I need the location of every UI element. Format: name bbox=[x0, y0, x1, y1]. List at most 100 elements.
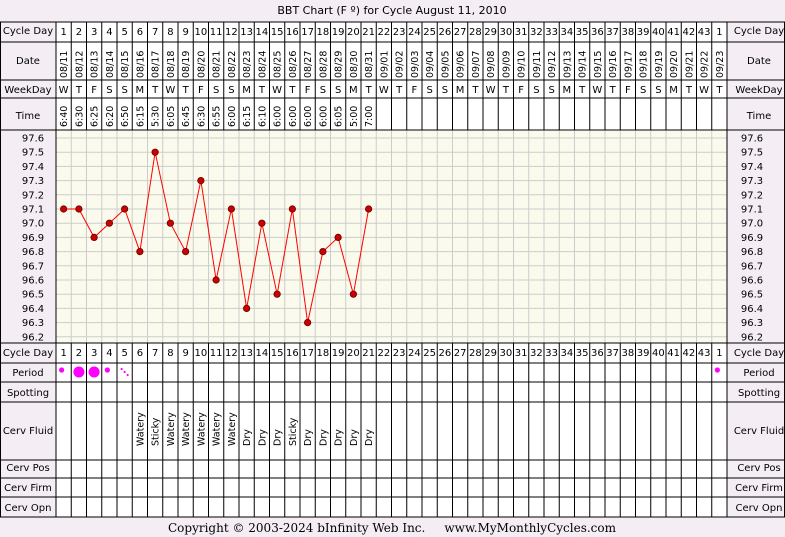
row-labels-left: Cycle Day Date WeekDay Time Cycle Day Pe… bbox=[3, 26, 53, 514]
label-period: Period bbox=[12, 368, 43, 379]
date-cell: 08/11 bbox=[59, 51, 70, 78]
cycle-day-cell: 7 bbox=[152, 348, 158, 359]
cycle-day-cell: 12 bbox=[225, 27, 238, 38]
cerv-fluid-cell: Dry bbox=[303, 429, 314, 446]
copyright-footer: Copyright © 2003-2024 bInfinity Web Inc.… bbox=[168, 521, 617, 535]
cerv-fluid-cell: Dry bbox=[273, 429, 284, 446]
cycle-day-cell: 24 bbox=[408, 27, 421, 38]
weekday-cell: T bbox=[578, 85, 586, 96]
label-cerv-fluid: Cerv Fluid bbox=[3, 426, 53, 437]
time-cell: 6:30 bbox=[74, 106, 85, 127]
weekday-cell: S bbox=[213, 85, 219, 96]
date-cell: 09/02 bbox=[395, 51, 406, 78]
cycle-day-cell: 14 bbox=[256, 27, 269, 38]
time-cell: 6:05 bbox=[166, 106, 177, 127]
cycle-day-cell: 27 bbox=[454, 348, 467, 359]
date-cell: 09/06 bbox=[456, 51, 467, 78]
cycle-day-cell: 6 bbox=[137, 27, 143, 38]
cerv-fluid-cell: Dry bbox=[257, 429, 268, 446]
time-cell: 6:45 bbox=[181, 106, 192, 127]
label-weekday-right: WeekDay bbox=[735, 85, 782, 96]
temperature-point bbox=[365, 205, 373, 213]
cycle-day-cell: 19 bbox=[332, 27, 345, 38]
weekday-cell: T bbox=[182, 85, 190, 96]
cycle-day-cell: 15 bbox=[271, 348, 284, 359]
y-tick-label-left: 97.3 bbox=[22, 176, 44, 187]
label-cerv-firm: Cerv Firm bbox=[4, 483, 52, 494]
y-tick-label-left: 96.9 bbox=[22, 233, 44, 244]
date-cell: 09/13 bbox=[562, 51, 573, 78]
y-tick-label-right: 97.2 bbox=[741, 190, 763, 201]
temperature-point bbox=[349, 290, 357, 298]
temperature-point bbox=[166, 219, 174, 227]
weekday-cell: T bbox=[75, 85, 83, 96]
time-cell: 6:20 bbox=[105, 106, 116, 127]
date-cell: 08/15 bbox=[120, 51, 131, 78]
date-cell: 09/09 bbox=[501, 51, 512, 78]
cerv-fluid-cell: Watery bbox=[166, 412, 177, 446]
cycle-day-cell: 27 bbox=[454, 27, 467, 38]
date-cell: 09/12 bbox=[547, 51, 558, 78]
weekday-cell: T bbox=[685, 85, 693, 96]
temperature-point bbox=[75, 205, 83, 213]
cerv-fluid-cell: Dry bbox=[242, 429, 253, 446]
cycle-day-cell: 4 bbox=[106, 348, 112, 359]
date-cell: 08/31 bbox=[364, 51, 375, 78]
time-cell: 6:10 bbox=[257, 106, 268, 127]
date-cell: 08/12 bbox=[74, 51, 85, 78]
cycle-day-cell: 9 bbox=[182, 348, 188, 359]
cycle-day-cell: 37 bbox=[606, 348, 619, 359]
date-cell: 09/08 bbox=[486, 51, 497, 78]
cerv-fluid-cell: Watery bbox=[181, 412, 192, 446]
cycle-day-cell: 33 bbox=[545, 27, 558, 38]
y-tick-label-left: 96.7 bbox=[22, 261, 44, 272]
date-cell: 09/21 bbox=[684, 51, 695, 78]
label-date-right: Date bbox=[747, 56, 771, 67]
weekday-cell: M bbox=[669, 85, 678, 96]
cerv-fluid-cell: Sticky bbox=[151, 417, 162, 446]
label-cerv-opn: Cerv Opn bbox=[5, 503, 52, 514]
cycle-day-cell: 26 bbox=[439, 348, 452, 359]
cycle-day-cell: 32 bbox=[530, 27, 543, 38]
temperature-point bbox=[288, 205, 296, 213]
label-cerv-opn-right: Cerv Opn bbox=[736, 503, 783, 514]
y-tick-label-right: 97.0 bbox=[741, 219, 763, 230]
cycle-day-cell: 42 bbox=[683, 27, 696, 38]
cycle-day-cell: 5 bbox=[121, 348, 127, 359]
date-cell: 08/27 bbox=[303, 51, 314, 78]
cycle-day-cell: 34 bbox=[561, 348, 574, 359]
cycle-day-cell: 35 bbox=[576, 27, 589, 38]
weekday-cell: T bbox=[502, 85, 510, 96]
label-time-right: Time bbox=[746, 111, 771, 122]
date-cell: 08/14 bbox=[105, 51, 116, 78]
weekday-cell: M bbox=[136, 85, 145, 96]
y-tick-label-right: 97.1 bbox=[741, 205, 763, 216]
date-cell: 08/13 bbox=[90, 51, 101, 78]
label-cerv-pos: Cerv Pos bbox=[6, 463, 49, 474]
weekday-cell: S bbox=[640, 85, 646, 96]
temperature-point bbox=[319, 248, 327, 256]
cycle-day-cell: 14 bbox=[256, 348, 269, 359]
date-cell: 08/30 bbox=[349, 51, 360, 78]
temperature-point bbox=[304, 318, 312, 327]
cycle-day-cell: 17 bbox=[301, 348, 314, 359]
date-cell: 09/01 bbox=[379, 51, 390, 78]
y-tick-label-left: 96.8 bbox=[22, 247, 44, 258]
cycle-day-cell: 4 bbox=[106, 27, 112, 38]
date-cell: 08/24 bbox=[257, 51, 268, 78]
cerv-fluid-cell: Dry bbox=[334, 429, 345, 446]
weekday-cell: F bbox=[625, 85, 631, 96]
cycle-day-cell: 11 bbox=[210, 27, 223, 38]
y-tick-label-left: 97.5 bbox=[22, 148, 44, 159]
label-spotting: Spotting bbox=[7, 388, 49, 399]
date-cell: 09/20 bbox=[669, 51, 680, 78]
y-tick-label-right: 96.7 bbox=[741, 261, 763, 272]
time-cell: 6:15 bbox=[135, 106, 146, 127]
label-cycle-day-2: Cycle Day bbox=[3, 348, 53, 359]
temperature-point bbox=[197, 177, 205, 185]
weekday-cell: T bbox=[258, 85, 266, 96]
cycle-day-cell: 18 bbox=[317, 348, 330, 359]
cycle-day-cell: 23 bbox=[393, 348, 406, 359]
weekday-cell: W bbox=[592, 85, 602, 96]
date-cell: 08/25 bbox=[273, 51, 284, 78]
